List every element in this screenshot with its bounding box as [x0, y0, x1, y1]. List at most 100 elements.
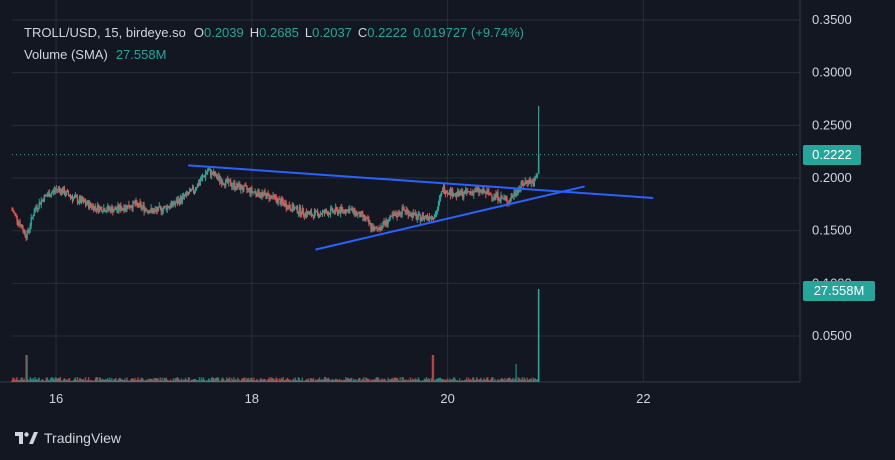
candle-body: [139, 202, 141, 205]
candle-body: [134, 202, 136, 205]
candle-body: [316, 210, 319, 213]
volume-bar: [133, 379, 135, 382]
volume-bar: [534, 378, 536, 382]
volume-bar: [53, 379, 56, 382]
volume-bar: [119, 377, 121, 382]
volume-bar: [322, 379, 325, 382]
candle-body: [263, 191, 265, 194]
candle-body: [76, 197, 79, 203]
volume-bar: [362, 378, 364, 382]
volume-bar: [334, 378, 337, 382]
candle-body: [31, 217, 33, 219]
candle-body: [192, 187, 195, 192]
volume-bar: [300, 380, 303, 382]
volume-bar: [33, 379, 35, 382]
candle-body: [375, 227, 377, 229]
candle-body: [534, 178, 536, 180]
candle-body: [385, 219, 387, 224]
candle-body: [241, 185, 243, 190]
candle-body: [384, 223, 386, 225]
volume-bar: [190, 379, 193, 382]
legend-volume-label[interactable]: Volume (SMA): [24, 47, 108, 62]
candle-body: [167, 206, 169, 208]
volume-bar: [200, 377, 203, 382]
legend-symbol[interactable]: TROLL/USD, 15, birdeye.so: [24, 25, 186, 40]
candle-body: [164, 206, 166, 208]
volume-bar: [325, 378, 328, 382]
volume-bar: [403, 379, 405, 382]
volume-bar: [494, 378, 496, 382]
volume-bar: [37, 378, 39, 382]
volume-bar: [365, 377, 367, 382]
candlesticks: [11, 105, 540, 242]
tradingview-brand[interactable]: TradingView: [14, 428, 121, 448]
trendlines[interactable]: [188, 164, 654, 251]
candle-body: [372, 226, 374, 232]
candle-body: [222, 183, 224, 185]
volume-bar: [131, 378, 133, 382]
candle-body: [210, 171, 213, 176]
volume-bar: [522, 379, 524, 382]
volume-bar: [59, 377, 62, 382]
volume-bar: [48, 380, 51, 382]
volume-bar: [108, 379, 110, 382]
volume-bar: [254, 380, 256, 382]
candle-body: [324, 210, 327, 213]
volume-bar: [480, 377, 482, 382]
candle-body: [293, 207, 296, 211]
volume-bar: [47, 379, 49, 382]
volume-bar: [352, 380, 354, 382]
volume-bar: [447, 380, 450, 382]
volume-bar: [516, 380, 518, 382]
volume-bar: [376, 377, 378, 382]
candle-body: [422, 215, 425, 220]
volume-bar: [177, 377, 180, 382]
volume-bar: [288, 379, 290, 382]
volume-bar: [187, 377, 190, 382]
candle-body: [398, 211, 400, 216]
volume-bar: [38, 377, 40, 382]
candle-body: [303, 214, 306, 216]
candle-body: [226, 179, 228, 181]
volume-bar: [222, 377, 224, 382]
volume-bar: [97, 377, 99, 382]
candle-body: [281, 198, 283, 202]
volume-bar: [335, 379, 338, 382]
volume-bar: [81, 379, 84, 382]
candle-body: [187, 193, 190, 195]
candle-body: [161, 211, 163, 213]
volume-bar: [62, 379, 65, 382]
candle-body: [85, 204, 88, 206]
volume-bar: [329, 380, 332, 382]
volume-bar: [139, 380, 141, 382]
candle-body: [155, 209, 157, 211]
volume-bar: [201, 379, 204, 382]
volume-bar: [227, 378, 229, 382]
legend-open-value: 0.2039: [203, 25, 244, 40]
candle-body: [68, 194, 71, 197]
candle-body: [449, 189, 452, 196]
y-tick-label: 0.2500: [812, 117, 852, 132]
candle-body: [278, 198, 280, 200]
volume-bar: [205, 380, 208, 382]
volume-bar: [524, 378, 526, 382]
volume-bar: [506, 378, 508, 382]
volume-bar: [129, 380, 131, 382]
volume-bar: [395, 377, 397, 382]
candle-body: [30, 217, 32, 226]
volume-bar: [106, 378, 108, 382]
volume-bar: [405, 379, 407, 382]
candle-body: [491, 194, 493, 199]
candle-body: [305, 212, 308, 216]
candle-body: [447, 192, 450, 195]
volume-bar: [404, 380, 406, 382]
y-tick-label: 0.2000: [812, 170, 852, 185]
candle-body: [120, 205, 122, 211]
candle-body: [415, 214, 418, 220]
volume-bar: [199, 380, 202, 382]
candle-body: [218, 175, 221, 182]
candle-body: [380, 225, 382, 230]
candle-body: [510, 196, 512, 201]
volume-bar: [442, 379, 445, 382]
